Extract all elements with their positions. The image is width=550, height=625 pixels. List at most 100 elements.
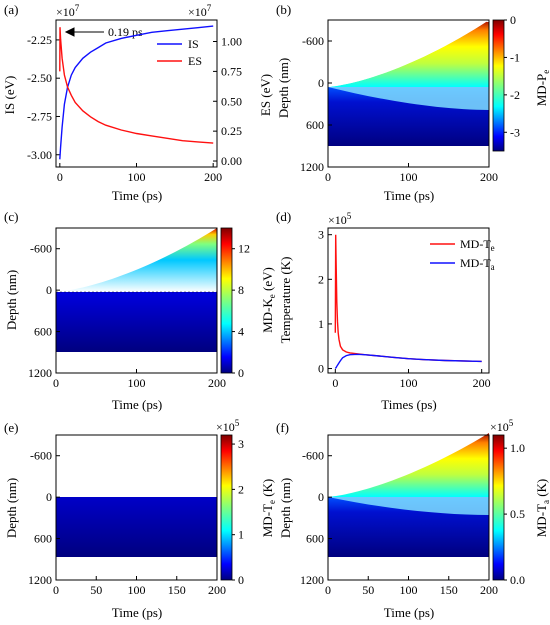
panel-b-ytick-label: 1200	[300, 160, 324, 174]
panel-a: IS (eV) ES (eV) Time (ps) ×107 ×107 0.19…	[2, 3, 273, 203]
panel-d-ytick-label: 3	[318, 228, 324, 242]
panel-f-colorbar	[493, 435, 504, 580]
panel-d-xtick-label: 0	[332, 376, 338, 390]
panel-d-y-multiplier: ×105	[328, 211, 352, 227]
panel-b-xlabel: Time (ps)	[384, 188, 434, 203]
panel-e-colorbar-tick-label: 1	[238, 528, 244, 542]
panel-a-y2tick-label: 0.75	[221, 64, 242, 78]
panel-e: Depth (nm) Time (ps) ×105 MD-Te (K)	[4, 418, 277, 620]
panel-b-empty-bottom	[328, 146, 489, 167]
panel-label-d: (d)	[276, 209, 291, 224]
panel-c-empty-bottom	[56, 352, 217, 373]
panel-c-frame	[55, 227, 218, 374]
panel-a-y2-multiplier: ×107	[188, 3, 212, 19]
panel-c-ytick-label: -600	[30, 242, 52, 256]
panel-e-slab	[56, 497, 217, 557]
panel-d: Temperature (K) Times (ps) ×105 MD-Te MD…	[278, 211, 495, 412]
panel-d-legend: MD-Te MD-Ta	[430, 237, 495, 272]
panel-e-xtick-label: 100	[128, 583, 146, 597]
panel-d-series-ta	[334, 353, 482, 369]
panel-c-xtick-label: 100	[128, 376, 146, 390]
panel-a-xlabel: Time (ps)	[112, 188, 162, 203]
panel-c-colorbar-frame	[220, 227, 233, 374]
panel-c-xlabel: Time (ps)	[112, 397, 162, 412]
panel-label-c: (c)	[4, 209, 18, 224]
panel-c-xtick-label: 0	[53, 376, 59, 390]
chart-marks: 0 100 200-3.00-2.75-2.50-2.250.000.250.500…	[27, 13, 525, 597]
panel-b-frame	[327, 19, 490, 168]
panel-a-legend: IS ES	[157, 37, 202, 68]
panel-f-empty-bottom	[328, 559, 489, 580]
panel-a-ytick-label: -2.50	[27, 71, 52, 85]
panel-a-series-es	[59, 27, 214, 144]
panel-e-empty-bottom	[56, 559, 217, 580]
panel-f-plume-fill	[328, 497, 489, 515]
panel-d-series-te	[334, 234, 482, 363]
panel-e-colorbar-tick-label: 2	[238, 482, 244, 496]
panel-a-frame	[55, 19, 218, 168]
panel-b-empty-top	[328, 20, 489, 87]
panel-a-y2tick-label: 0.25	[221, 124, 242, 138]
panel-d-frame	[327, 227, 490, 374]
panel-d-ytick-label: 1	[318, 317, 324, 331]
panel-f-ytick-label: 600	[306, 532, 324, 546]
panel-e-ytick-label: -600	[30, 449, 52, 463]
panel-f-xlabel: Time (ps)	[384, 605, 434, 620]
panel-d-legend-ta-label: MD-Ta	[460, 256, 495, 272]
panel-e-xtick-label: 150	[168, 583, 186, 597]
panel-e-colorbar	[221, 435, 232, 580]
panel-a-annotation-arrow	[64, 27, 104, 37]
panel-a-xtick-label: 0	[57, 170, 63, 184]
panel-f-xtick-label: 200	[480, 583, 498, 597]
panel-a-xtick-label: 200	[204, 170, 222, 184]
panel-f-xtick-label: 150	[440, 583, 458, 597]
panel-c-colorbar-tick-label: 12	[238, 242, 250, 256]
panel-f-ylabel: Depth (nm)	[278, 478, 293, 538]
panel-e-colorbar-multiplier: ×105	[216, 418, 240, 434]
panel-a-y2tick-label: 0.00	[221, 154, 242, 168]
panel-f-colorbar-tick-label: 0.0	[510, 573, 525, 587]
panel-a-y2tick-label: 1.00	[221, 35, 242, 49]
panel-b-plume-fill	[328, 87, 489, 110]
panel-b-colorbar	[493, 20, 504, 151]
panel-b-xtick-label: 200	[480, 170, 498, 184]
panel-e-colorbar-label: MD-Te (K)	[260, 479, 277, 538]
panel-f-plume	[328, 433, 489, 497]
panel-c-slab	[56, 292, 217, 352]
panel-a-series-is	[59, 25, 214, 160]
panel-a-legend-is-label: IS	[188, 37, 199, 51]
panel-b: Depth (nm) Time (ps) MD-Pe	[276, 20, 550, 203]
panel-d-ytick-label: 2	[318, 272, 324, 286]
panel-a-y2tick-label: 0.50	[221, 94, 242, 108]
panel-b-plume	[328, 20, 489, 87]
panel-e-ytick-label: 600	[34, 532, 52, 546]
panel-e-colorbar-frame	[220, 434, 233, 581]
panel-b-ytick-label: 600	[306, 118, 324, 132]
panel-c-ylabel: Depth (nm)	[4, 270, 19, 330]
panel-b-ytick-label: -600	[302, 34, 324, 48]
panel-a-xtick-label: 100	[128, 170, 146, 184]
panel-e-ytick-label: 0	[46, 490, 52, 504]
panel-c-colorbar-tick-label: 4	[238, 325, 244, 339]
panel-a-ytick-label: -2.75	[27, 109, 52, 123]
panel-f-ytick-label: 1200	[300, 573, 324, 587]
panel-b-colorbar-tick-label: -3	[510, 125, 520, 139]
panel-a-ylabel: IS (eV)	[2, 76, 17, 115]
panel-f-colorbar-tick-label: 1.0	[510, 441, 525, 455]
panel-b-colorbar-tick-label: 0	[510, 13, 516, 27]
panel-e-colorbar-tick-label: 3	[238, 437, 244, 451]
panel-f-colorbar-tick-label: 0.5	[510, 507, 525, 521]
panel-a-legend-es-label: ES	[188, 54, 202, 68]
panel-a-y2label: ES (eV)	[258, 74, 273, 116]
panel-f-ytick-label: -600	[302, 449, 324, 463]
panel-e-xtick-label: 0	[53, 583, 59, 597]
panel-c-colorbar	[221, 228, 232, 373]
panel-f-colorbar-multiplier: ×105	[490, 418, 514, 434]
panel-f-ytick-label: 0	[318, 490, 324, 504]
panel-a-ytick-label: -3.00	[27, 148, 52, 162]
panel-b-xtick-label: 100	[400, 170, 418, 184]
panel-c-xtick-label: 200	[208, 376, 226, 390]
panel-a-y-multiplier: ×107	[56, 3, 80, 19]
panel-d-ylabel: Temperature (K)	[278, 257, 293, 344]
panel-f-xtick-label: 100	[400, 583, 418, 597]
